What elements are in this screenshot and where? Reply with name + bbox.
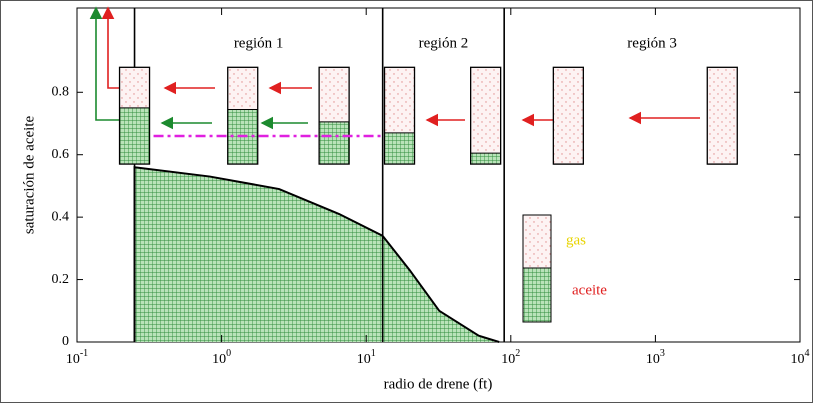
column-gas bbox=[319, 67, 350, 122]
column-outline bbox=[318, 66, 350, 165]
arrows bbox=[89, 6, 700, 130]
x-tick-label: 104 bbox=[791, 348, 810, 367]
column-outline bbox=[383, 66, 416, 165]
column-gas bbox=[707, 67, 738, 165]
column-outline bbox=[118, 66, 151, 165]
region-label: región 1 bbox=[234, 35, 284, 51]
column-oil bbox=[119, 107, 150, 165]
area-outline bbox=[133, 166, 500, 343]
y-tick-label: 0.2 bbox=[52, 272, 70, 287]
x-tick-base: 10 bbox=[646, 352, 660, 367]
x-tick-base: 10 bbox=[212, 352, 226, 367]
x-tick-label: 100 bbox=[212, 348, 231, 367]
column-oil bbox=[319, 121, 350, 165]
x-axis-label: radio de drene (ft) bbox=[384, 376, 493, 392]
column-outline bbox=[470, 66, 502, 165]
column-oil bbox=[470, 153, 501, 165]
column-oil bbox=[384, 132, 415, 165]
x-tick-base: 10 bbox=[357, 352, 371, 367]
x-tick-exponent: 2 bbox=[515, 348, 520, 359]
column-gas bbox=[553, 67, 584, 165]
y-axis-label: saturación de aceite bbox=[21, 116, 37, 235]
column-outline bbox=[706, 66, 738, 165]
column-outline bbox=[227, 66, 259, 165]
column-outline bbox=[552, 66, 584, 165]
x-tick-base: 10 bbox=[501, 352, 515, 367]
x-tick-exponent: -1 bbox=[80, 348, 88, 359]
x-tick-base: 10 bbox=[66, 352, 80, 367]
column-gas bbox=[119, 67, 150, 108]
x-tick-exponent: 3 bbox=[660, 348, 665, 359]
column-gas bbox=[227, 67, 258, 110]
region-label: región 2 bbox=[419, 35, 469, 51]
x-tick-label: 103 bbox=[646, 348, 665, 367]
column-gas bbox=[470, 67, 501, 154]
y-tick-label: 0.4 bbox=[52, 209, 70, 224]
x-tick-exponent: 0 bbox=[226, 348, 231, 359]
x-tick-label: 102 bbox=[501, 348, 520, 367]
y-tick-label: 0 bbox=[62, 334, 69, 349]
x-tick-label: 10-1 bbox=[66, 348, 88, 367]
region-label: región 3 bbox=[627, 35, 677, 51]
x-tick-exponent: 4 bbox=[805, 348, 810, 359]
x-tick-exponent: 1 bbox=[371, 348, 376, 359]
x-tick-base: 10 bbox=[791, 352, 805, 367]
y-tick-label: 0.8 bbox=[52, 84, 70, 99]
y-tick-label: 0.6 bbox=[52, 147, 70, 162]
legend-gas-swatch bbox=[522, 214, 552, 269]
area bbox=[134, 167, 500, 342]
column-gas bbox=[384, 67, 415, 133]
legend-oil-swatch bbox=[522, 267, 552, 323]
legend-label: aceite bbox=[572, 282, 607, 298]
x-tick-label: 101 bbox=[357, 348, 376, 367]
legend-label: gas bbox=[566, 232, 586, 248]
